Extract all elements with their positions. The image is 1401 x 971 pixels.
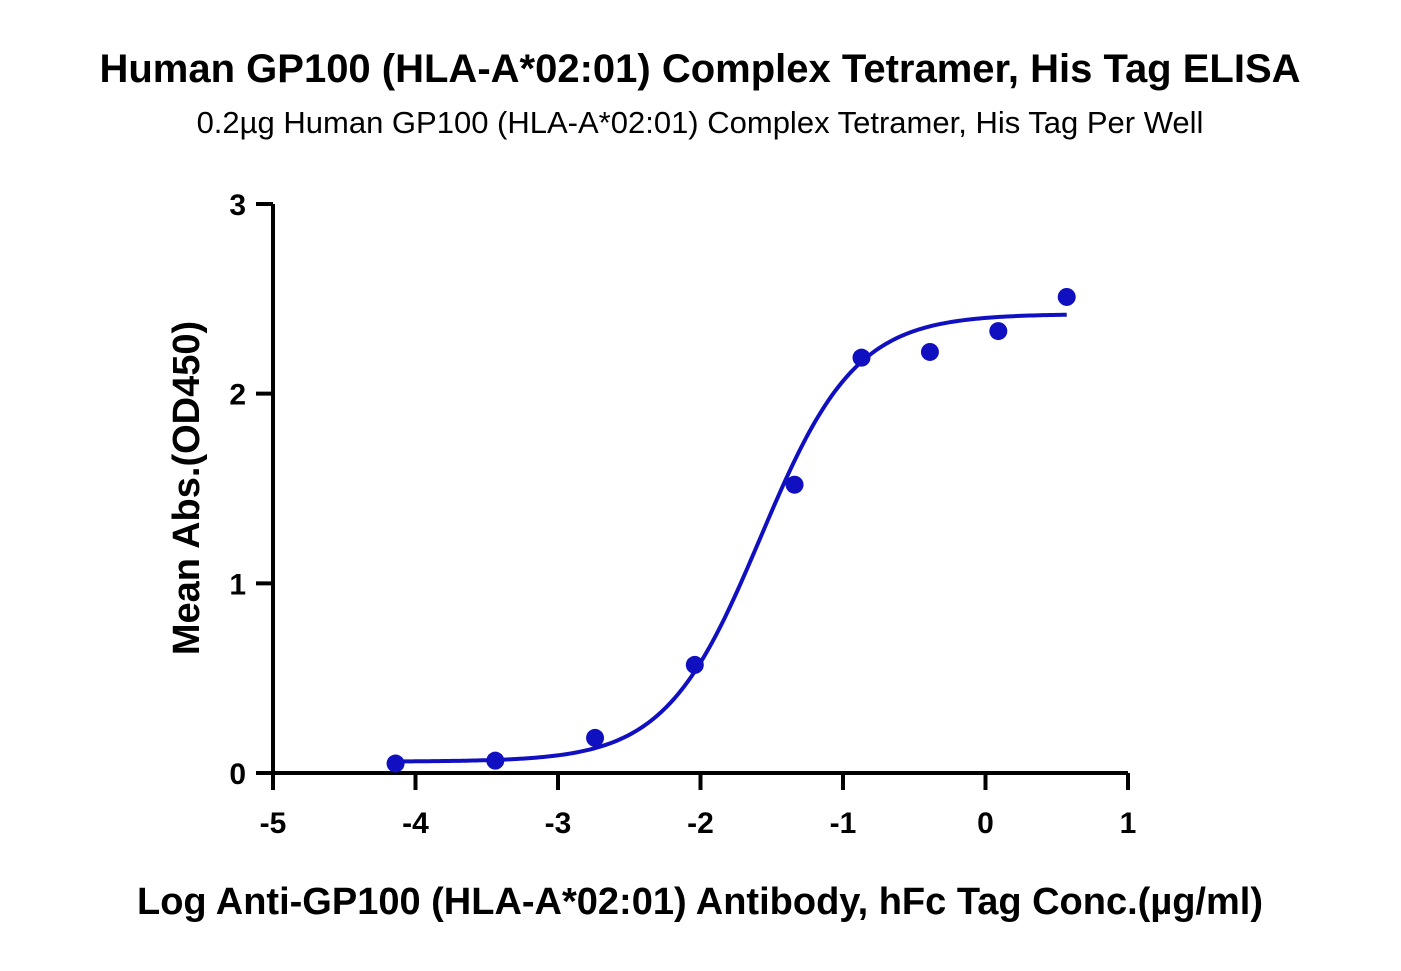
- data-point: [586, 728, 605, 747]
- chart-title: Human GP100 (HLA-A*02:01) Complex Tetram…: [99, 47, 1300, 91]
- data-point: [685, 655, 704, 674]
- y-tick-label: 0: [229, 758, 246, 791]
- data-point: [920, 342, 939, 361]
- y-tick-label: 2: [229, 379, 246, 412]
- data-point: [486, 751, 505, 770]
- data-points: [386, 287, 1076, 773]
- plot-area: -5 -4 -3 -2 -1 0 1 0 1 2 3: [229, 189, 1136, 840]
- ticks-layer: -5 -4 -3 -2 -1 0 1 0 1 2 3: [229, 189, 1136, 840]
- data-point: [1057, 287, 1076, 306]
- data-point: [989, 322, 1008, 341]
- x-tick-label: -4: [402, 807, 429, 840]
- x-tick-label: -3: [545, 807, 572, 840]
- y-tick-label: 3: [229, 189, 246, 222]
- x-tick-label: -5: [260, 807, 287, 840]
- x-tick-label: 1: [1120, 807, 1137, 840]
- y-tick-label: 1: [229, 568, 246, 601]
- y-axis-label: Mean Abs.(OD450): [166, 321, 208, 655]
- x-axis-label: Log Anti-GP100 (HLA-A*02:01) Antibody, h…: [137, 881, 1263, 923]
- data-point: [852, 348, 871, 367]
- fit-curve: [395, 312, 1067, 764]
- chart-subtitle: 0.2µg Human GP100 (HLA-A*02:01) Complex …: [197, 105, 1204, 140]
- x-tick-label: -2: [687, 807, 714, 840]
- data-point: [386, 754, 405, 773]
- x-tick-label: 0: [977, 807, 994, 840]
- x-tick-label: -1: [830, 807, 857, 840]
- data-point: [785, 475, 804, 494]
